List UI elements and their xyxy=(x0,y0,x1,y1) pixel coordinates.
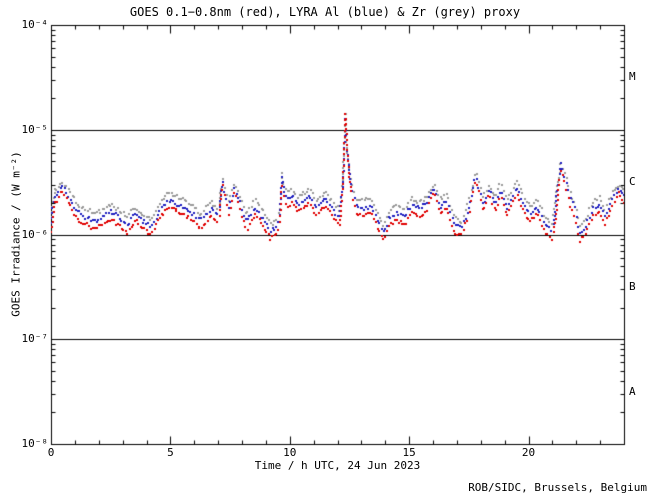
credit-text: ROB/SIDC, Brussels, Belgium xyxy=(468,481,647,494)
x-tick-label: 5 xyxy=(167,446,174,459)
x-tick-label: 10 xyxy=(283,446,297,459)
y-tick-label: 10⁻⁴ xyxy=(21,18,49,31)
flare-class-label: B xyxy=(629,279,636,293)
flare-class-label: M xyxy=(629,70,636,84)
flare-class-label: A xyxy=(629,384,636,398)
x-tick-label: 20 xyxy=(521,446,536,459)
y-tick-label: 10⁻⁸ xyxy=(21,437,49,450)
y-tick-label: 10⁻⁵ xyxy=(21,122,49,136)
flare-class-label: C xyxy=(629,175,636,189)
y-tick-label: 10⁻⁷ xyxy=(21,332,49,346)
y-tick-label: 10⁻⁶ xyxy=(21,227,49,241)
x-tick-label: 15 xyxy=(402,446,416,459)
x-tick-label: 0 xyxy=(47,446,55,459)
plot-title: GOES 0.1−0.8nm (red), LYRA Al (blue) & Z… xyxy=(129,5,521,19)
x-axis-label: Time / h UTC, 24 Jun 2023 xyxy=(254,459,421,472)
